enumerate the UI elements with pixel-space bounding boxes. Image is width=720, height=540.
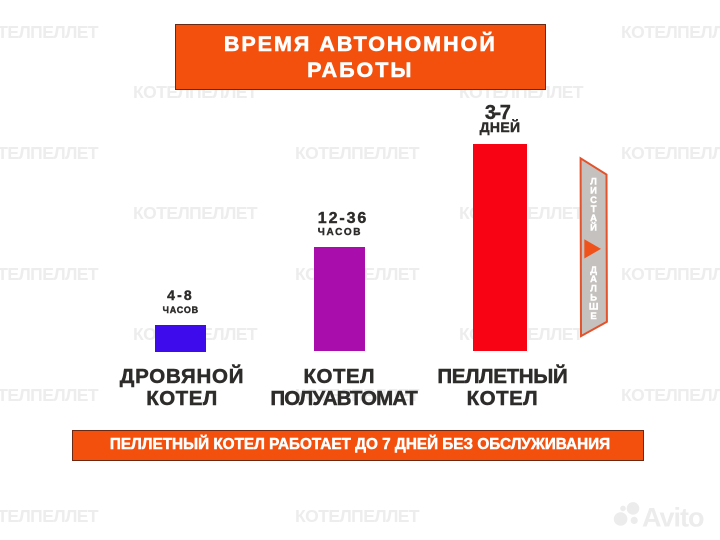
svg-text:А: А: [590, 274, 597, 285]
svg-text:С: С: [590, 195, 597, 206]
svg-text:Л: Л: [590, 283, 597, 294]
svg-text:А: А: [590, 213, 597, 224]
svg-text:Avito: Avito: [642, 502, 704, 532]
svg-text:Ш: Ш: [589, 302, 599, 313]
svg-text:Т: Т: [591, 204, 597, 215]
svg-text:И: И: [590, 186, 597, 197]
svg-text:Й: Й: [590, 221, 597, 233]
svg-text:Л: Л: [590, 176, 597, 187]
svg-text:Д: Д: [590, 265, 597, 276]
svg-text:Ь: Ь: [590, 293, 597, 304]
svg-text:Е: Е: [590, 311, 596, 322]
